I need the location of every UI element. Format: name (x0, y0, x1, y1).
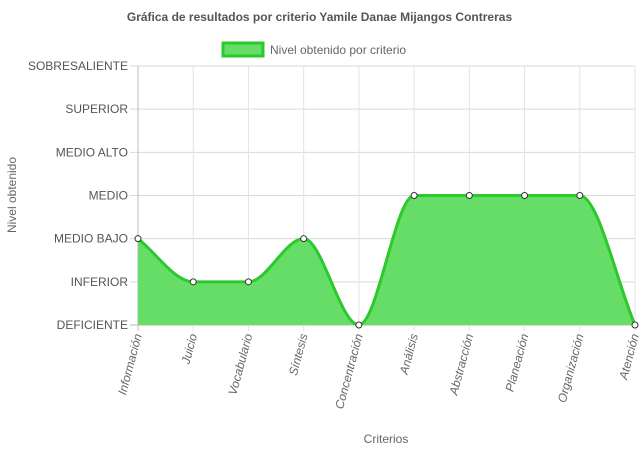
data-point[interactable] (355, 321, 363, 329)
data-point[interactable] (521, 192, 529, 199)
y-tick-label: MEDIO (89, 189, 128, 203)
data-point[interactable] (631, 321, 639, 329)
data-point[interactable] (134, 235, 142, 243)
legend[interactable]: Nivel obtenido por criterio (221, 41, 406, 58)
y-axis: DEFICIENTE INFERIOR MEDIO BAJO MEDIO MEDIO A… (28, 59, 128, 332)
data-points (134, 192, 639, 329)
legend-swatch (221, 41, 265, 58)
y-tick-label: SUPERIOR (65, 102, 128, 116)
legend-label: Nivel obtenido por criterio (270, 43, 406, 57)
x-axis: Información Juicio Vocabulario Síntesis Conc… (115, 332, 639, 411)
y-tick-label: MEDIO ALTO (56, 145, 128, 159)
y-tick-label: SOBRESALIENTE (28, 59, 128, 73)
data-point[interactable] (189, 278, 197, 286)
plot-area (137, 194, 637, 327)
series-line (137, 194, 637, 327)
x-tick-label: Planeación (503, 332, 532, 393)
x-axis-label: Criterios (364, 432, 409, 446)
x-tick-label: Análisis (397, 332, 421, 377)
y-axis-label: Nivel obtenido (5, 157, 19, 233)
x-tick-label: Información (115, 332, 145, 396)
data-point[interactable] (410, 192, 418, 199)
data-point[interactable] (300, 235, 308, 243)
x-tick-label: Juicio (178, 332, 200, 367)
x-tick-label: Concentración (332, 332, 366, 411)
x-tick-label: Abstracción (446, 332, 476, 397)
chart-title: Gráfica de resultados por criterio Yamil… (127, 10, 513, 24)
y-tick-label: MEDIO BAJO (54, 232, 128, 246)
y-tick-label: DEFICIENTE (57, 318, 128, 332)
data-point[interactable] (465, 192, 473, 199)
x-tick-label: Organización (555, 332, 587, 404)
y-tick-label: INFERIOR (71, 275, 129, 289)
x-tick-label: Vocabulario (226, 332, 256, 397)
data-point[interactable] (576, 192, 584, 199)
x-tick-label: Atención (616, 332, 639, 382)
data-point[interactable] (244, 278, 252, 286)
x-tick-label: Síntesis (286, 332, 311, 377)
